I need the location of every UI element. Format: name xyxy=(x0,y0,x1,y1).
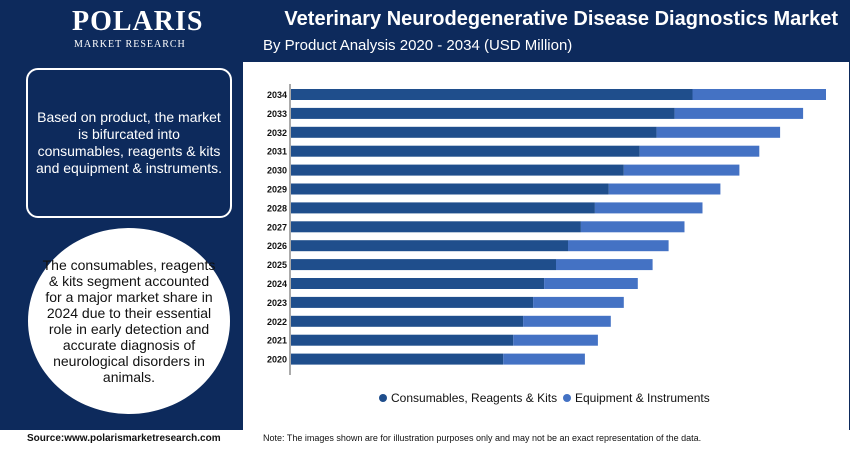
bar-consumables-2033 xyxy=(291,107,675,119)
legend-swatch-consumables xyxy=(379,394,387,402)
bar-equipment-2032 xyxy=(656,126,781,138)
bar-consumables-2028 xyxy=(291,202,595,214)
y-tick-label-2025: 2025 xyxy=(267,260,287,270)
bar-equipment-2034 xyxy=(692,89,826,100)
y-tick-label-2026: 2026 xyxy=(267,241,287,251)
y-tick-label-2024: 2024 xyxy=(267,279,287,289)
bar-consumables-2023 xyxy=(291,296,534,308)
y-tick-labels: 2034 2033 2032 2031 2030 2029 2028 2027 2026 2025… xyxy=(267,90,287,365)
y-tick-label-2022: 2022 xyxy=(267,317,287,327)
y-tick-label-2027: 2027 xyxy=(267,222,287,232)
y-tick-label-2033: 2033 xyxy=(267,109,287,119)
chart-title: Veterinary Neurodegenerative Disease Dia… xyxy=(284,8,838,30)
y-tick-label-2031: 2031 xyxy=(267,147,287,157)
segment-summary-box: Based on product, the market is bifurcat… xyxy=(26,68,232,218)
star-icon xyxy=(104,8,124,28)
brand-name: POLARIS xyxy=(72,6,204,37)
bar-equipment-2033 xyxy=(674,107,804,119)
bar-consumables-2031 xyxy=(291,145,640,157)
source-text: Source:www.polarismarketresearch.com xyxy=(27,433,221,444)
y-tick-label-2021: 2021 xyxy=(267,336,287,346)
header-bar: POLARIS MARKET RESEARCH Veterinary Neuro… xyxy=(0,0,850,62)
bar-consumables-2030 xyxy=(291,164,624,176)
legend: Consumables, Reagents & Kits Equipment &… xyxy=(379,391,710,405)
bar-equipment-2030 xyxy=(623,164,740,176)
bar-equipment-2027 xyxy=(580,221,685,233)
disclaimer-note: Note: The images shown are for illustrat… xyxy=(263,433,702,443)
bar-consumables-2027 xyxy=(291,221,581,233)
bar-equipment-2025 xyxy=(556,259,653,271)
bar-equipment-2029 xyxy=(608,183,721,195)
bar-equipment-2020 xyxy=(503,353,585,365)
y-tick-label-2034: 2034 xyxy=(267,90,287,100)
brand-tagline: MARKET RESEARCH xyxy=(74,39,186,50)
bar-consumables-2021 xyxy=(291,334,514,346)
bar-consumables-2032 xyxy=(291,126,657,138)
bar-equipment-2021 xyxy=(513,334,598,346)
y-tick-label-2028: 2028 xyxy=(267,203,287,213)
y-tick-label-2032: 2032 xyxy=(267,128,287,138)
insight-circle: The consumables, reagents & kits segment… xyxy=(26,226,232,416)
legend-label-equipment: Equipment & Instruments xyxy=(575,391,710,405)
bar-equipment-2022 xyxy=(523,315,611,327)
bar-equipment-2023 xyxy=(533,296,624,308)
legend-swatch-equipment xyxy=(563,394,571,402)
bar-equipment-2026 xyxy=(568,240,669,252)
bars-group xyxy=(291,89,826,365)
bar-equipment-2031 xyxy=(639,145,760,157)
chart-subtitle: By Product Analysis 2020 - 2034 (USD Mil… xyxy=(263,37,573,54)
bar-consumables-2025 xyxy=(291,259,556,271)
bar-consumables-2026 xyxy=(291,240,568,252)
bar-consumables-2022 xyxy=(291,315,524,327)
bar-equipment-2028 xyxy=(594,202,703,214)
bar-consumables-2029 xyxy=(291,183,609,195)
legend-label-consumables: Consumables, Reagents & Kits xyxy=(391,391,557,405)
bar-consumables-2024 xyxy=(291,278,545,289)
bar-chart: 2034 2033 2032 2031 2030 2029 2028 2027 2026 2025… xyxy=(267,84,826,405)
bar-equipment-2024 xyxy=(544,278,638,289)
insight-text: The consumables, reagents & kits segment… xyxy=(42,257,216,385)
bar-consumables-2020 xyxy=(291,353,504,365)
bar-consumables-2034 xyxy=(291,89,693,100)
y-tick-label-2023: 2023 xyxy=(267,298,287,308)
segment-summary-text: Based on product, the market is bifurcat… xyxy=(36,109,222,176)
footer-bar xyxy=(0,430,850,450)
y-tick-label-2029: 2029 xyxy=(267,185,287,195)
y-tick-label-2020: 2020 xyxy=(267,355,287,365)
y-tick-label-2030: 2030 xyxy=(267,166,287,176)
